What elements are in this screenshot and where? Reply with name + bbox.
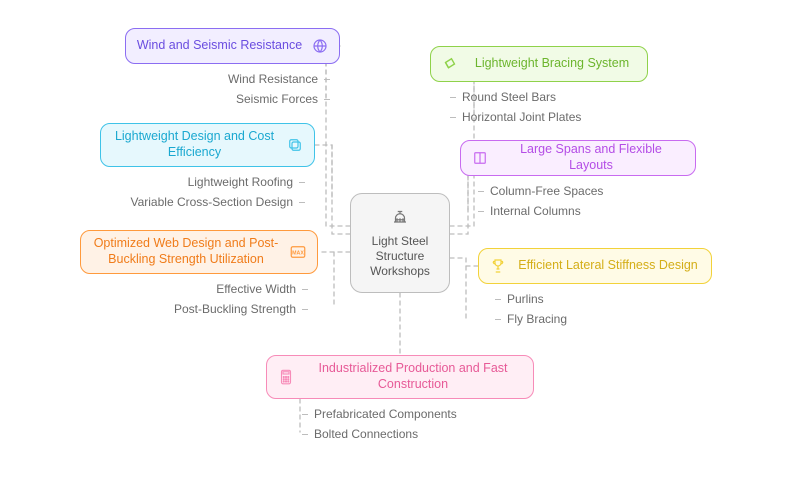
node-label: Lightweight Bracing System	[467, 56, 637, 72]
sublist-item: Lightweight Roofing	[188, 175, 305, 189]
sublist-item-label: Variable Cross-Section Design	[130, 195, 293, 209]
trophy-icon	[489, 257, 507, 275]
sublist-item: Horizontal Joint Plates	[450, 110, 581, 124]
sublist-item: Column-Free Spaces	[478, 184, 603, 198]
sublist-lightweight: Lightweight Roofing Variable Cross-Sectio…	[105, 175, 305, 209]
sublist-item: Seismic Forces	[236, 92, 330, 106]
tick-icon	[324, 79, 330, 80]
tick-icon	[495, 299, 501, 300]
node-spans[interactable]: Large Spans and Flexible Layouts	[460, 140, 696, 176]
tick-icon	[478, 191, 484, 192]
svg-text:MAX: MAX	[292, 250, 304, 256]
sublist-item-label: Prefabricated Components	[314, 407, 457, 421]
node-lightweight[interactable]: Lightweight Design and Cost Efficiency	[100, 123, 315, 167]
node-label: Large Spans and Flexible Layouts	[497, 142, 685, 173]
sublist-item-label: Bolted Connections	[314, 427, 418, 441]
tick-icon	[299, 202, 305, 203]
sublist-lateral: Purlins Fly Bracing	[495, 292, 715, 326]
sublist-item-label: Seismic Forces	[236, 92, 318, 106]
node-label: Optimized Web Design and Post-Buckling S…	[91, 236, 281, 267]
tick-icon	[324, 99, 330, 100]
node-wind[interactable]: Wind and Seismic Resistance	[125, 28, 340, 64]
tick-icon	[302, 414, 308, 415]
dome-icon	[391, 207, 409, 230]
node-label: Efficient Lateral Stiffness Design	[515, 258, 701, 274]
sublist-item: Round Steel Bars	[450, 90, 556, 104]
node-lateral[interactable]: Efficient Lateral Stiffness Design	[478, 248, 712, 284]
calc-icon	[277, 368, 295, 386]
sublist-item: Prefabricated Components	[302, 407, 457, 421]
sublist-item: Effective Width	[216, 282, 308, 296]
tick-icon	[495, 319, 501, 320]
sublist-item-label: Column-Free Spaces	[490, 184, 603, 198]
node-web[interactable]: Optimized Web Design and Post-Buckling S…	[80, 230, 318, 274]
tick-icon	[450, 117, 456, 118]
sublist-spans: Column-Free Spaces Internal Columns	[478, 184, 698, 218]
sublist-item: Fly Bracing	[495, 312, 567, 326]
sublist-bracing: Round Steel Bars Horizontal Joint Plates	[450, 90, 670, 124]
node-production[interactable]: Industrialized Production and Fast Const…	[266, 355, 534, 399]
sublist-item-label: Wind Resistance	[228, 72, 318, 86]
sublist-item-label: Horizontal Joint Plates	[462, 110, 581, 124]
sublist-item: Wind Resistance	[228, 72, 330, 86]
sublist-item: Variable Cross-Section Design	[130, 195, 305, 209]
sublist-item: Bolted Connections	[302, 427, 418, 441]
clip-icon	[441, 55, 459, 73]
tick-icon	[450, 97, 456, 98]
sublist-item-label: Post-Buckling Strength	[174, 302, 296, 316]
sublist-item-label: Lightweight Roofing	[188, 175, 293, 189]
sublist-production: Prefabricated Components Bolted Connectio…	[302, 407, 522, 441]
sublist-item-label: Internal Columns	[490, 204, 581, 218]
tick-icon	[302, 289, 308, 290]
node-label: Industrialized Production and Fast Const…	[303, 361, 523, 392]
node-bracing[interactable]: Lightweight Bracing System	[430, 46, 648, 82]
sublist-web: Effective Width Post-Buckling Strength	[108, 282, 308, 316]
sublist-item: Purlins	[495, 292, 544, 306]
mindmap-diagram: Light Steel Structure Workshops Wind and …	[0, 0, 800, 500]
tick-icon	[478, 211, 484, 212]
copy-icon	[286, 136, 304, 154]
panel-icon	[471, 149, 489, 167]
sublist-item-label: Effective Width	[216, 282, 296, 296]
node-label: Wind and Seismic Resistance	[136, 38, 303, 54]
tick-icon	[302, 309, 308, 310]
tick-icon	[302, 434, 308, 435]
sublist-item-label: Fly Bracing	[507, 312, 567, 326]
tick-icon	[299, 182, 305, 183]
node-label: Lightweight Design and Cost Efficiency	[111, 129, 278, 160]
sublist-item: Internal Columns	[478, 204, 581, 218]
sublist-item: Post-Buckling Strength	[174, 302, 308, 316]
sublist-wind: Wind Resistance Seismic Forces	[130, 72, 330, 106]
sublist-item-label: Round Steel Bars	[462, 90, 556, 104]
max-icon: MAX	[289, 243, 307, 261]
center-node-label: Light Steel Structure Workshops	[357, 234, 443, 279]
globe-icon	[311, 37, 329, 55]
sublist-item-label: Purlins	[507, 292, 544, 306]
center-node[interactable]: Light Steel Structure Workshops	[350, 193, 450, 293]
